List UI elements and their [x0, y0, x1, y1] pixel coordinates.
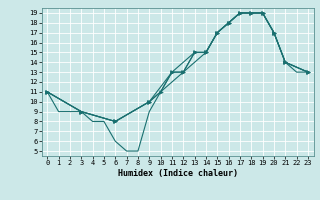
X-axis label: Humidex (Indice chaleur): Humidex (Indice chaleur)	[118, 169, 237, 178]
